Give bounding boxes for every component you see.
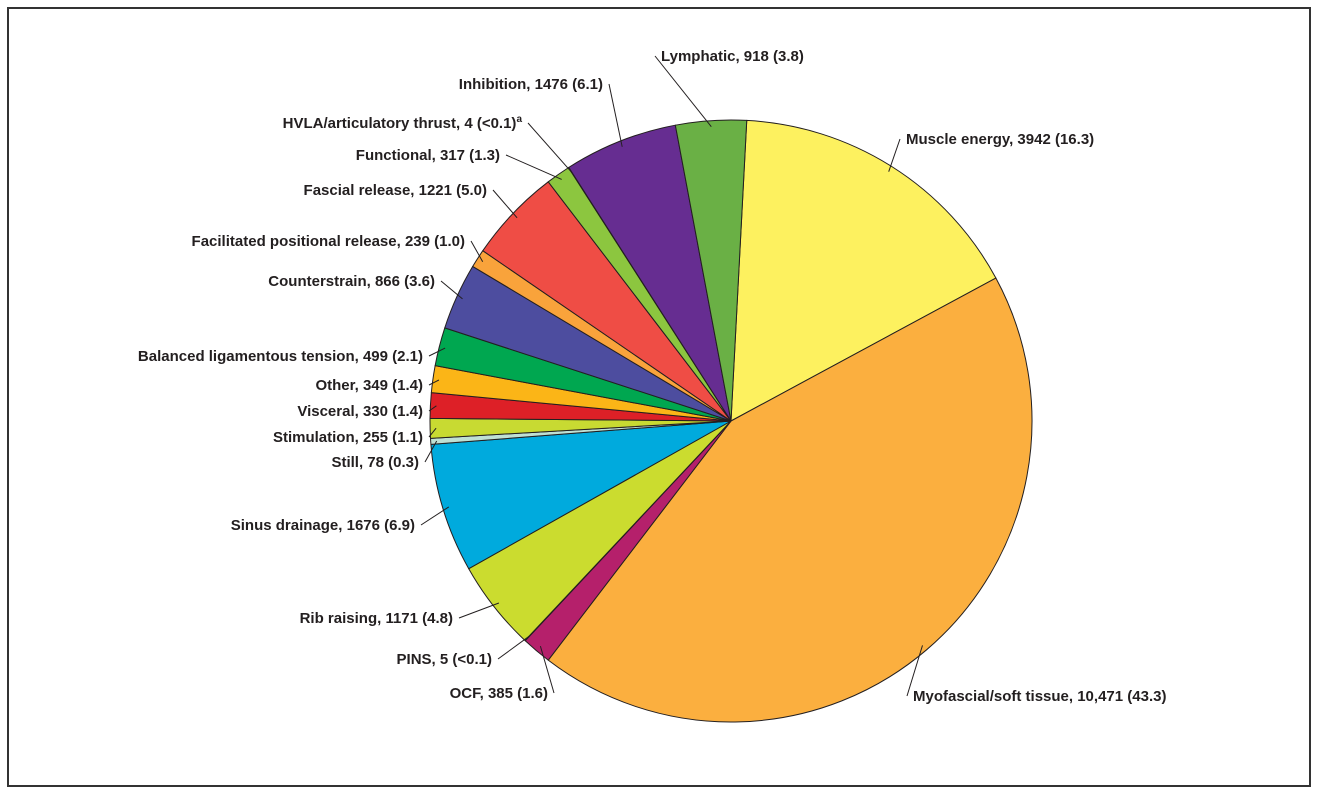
leader-line [888,138,901,172]
slice-label: Stimulation, 255 (1.1) [273,429,423,446]
leader-line [608,83,623,147]
leader-line [440,280,463,300]
pie-slice-muscle-energy [730,119,997,422]
leader-line [428,347,446,357]
leader-line [497,635,530,660]
leader-line [527,122,573,173]
slice-label: Still, 78 (0.3) [331,454,419,471]
slice-label: OCF, 385 (1.6) [450,685,548,702]
slice-label: Rib raising, 1171 (4.8) [300,610,453,627]
leader-line [654,55,712,128]
leader-line [539,645,555,694]
slice-label: Lymphatic, 918 (3.8) [661,48,804,65]
slice-label: Sinus drainage, 1676 (6.9) [231,517,415,534]
slice-label: HVLA/articulatory thrust, 4 (<0.1)a [283,114,523,132]
slice-label: Facilitated positional release, 239 (1.0… [192,233,465,250]
slice-label: Muscle energy, 3942 (16.3) [906,131,1094,148]
slice-label: Inhibition, 1476 (6.1) [459,76,603,93]
slice-label: Balanced ligamentous tension, 499 (2.1) [138,348,423,365]
leader-line [428,379,440,386]
slice-label: Other, 349 (1.4) [315,377,423,394]
slice-label: Visceral, 330 (1.4) [297,403,423,420]
leader-line [424,440,438,463]
slice-label: PINS, 5 (<0.1) [397,651,492,668]
slice-label: Functional, 317 (1.3) [356,147,500,164]
pie-slice-myofascial-soft-tissue [547,277,1033,723]
pie-slice-sinus-drainage [430,420,732,570]
leader-line [492,189,518,219]
slice-label: Fascial release, 1221 (5.0) [304,182,487,199]
leader-line [470,240,484,262]
leader-line [428,427,437,438]
leader-line [458,602,500,619]
slice-label: Myofascial/soft tissue, 10,471 (43.3) [913,688,1166,705]
leader-line [428,405,437,412]
leader-line [505,154,562,180]
leader-line [906,645,923,697]
slice-label: Counterstrain, 866 (3.6) [268,273,435,290]
pie-slice-lymphatic [674,119,748,422]
leader-line [420,506,450,526]
